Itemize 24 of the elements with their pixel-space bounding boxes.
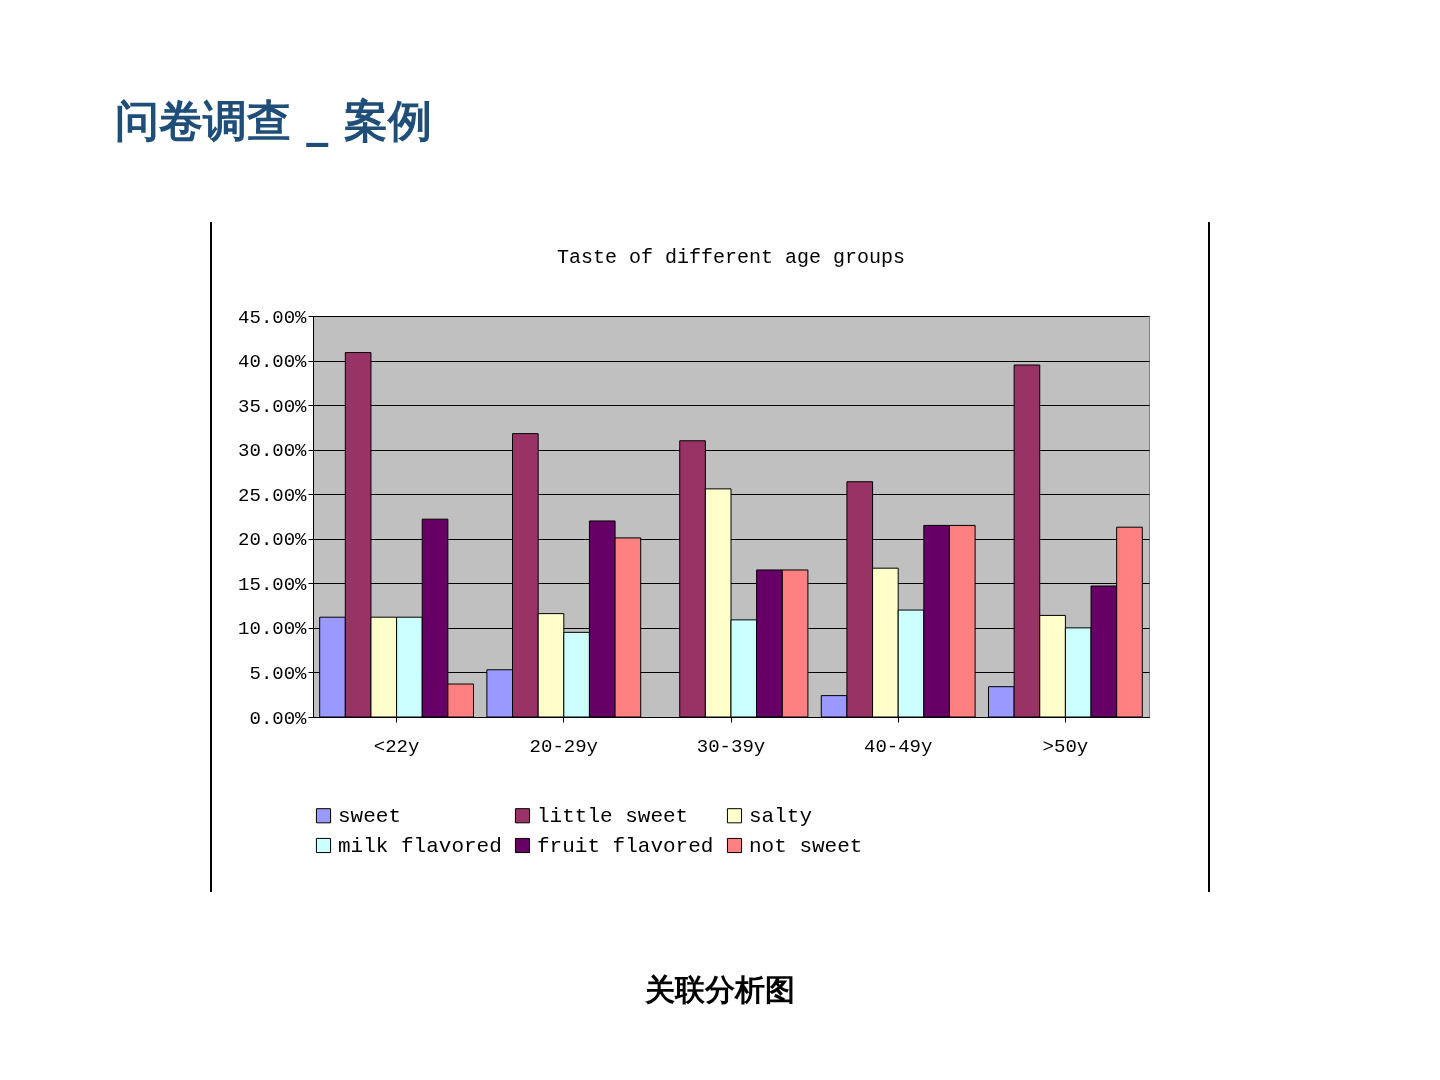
y-tick-label: 15.00% bbox=[238, 573, 308, 596]
x-tick-label: 40-49y bbox=[863, 735, 933, 758]
x-tick-label: 30-39y bbox=[696, 735, 766, 758]
legend-label: milk flavored bbox=[338, 834, 502, 858]
legend-label: fruit flavored bbox=[537, 834, 714, 858]
y-tick-label: 35.00% bbox=[238, 395, 308, 418]
y-tick-label: 30.00% bbox=[238, 440, 308, 463]
y-tick-label: 5.00% bbox=[249, 662, 308, 685]
x-tick-label: >50y bbox=[1042, 735, 1089, 758]
legend-label: not sweet bbox=[749, 834, 863, 858]
text: 关联分析图 bbox=[644, 971, 796, 1009]
legend-label: salty bbox=[749, 804, 813, 828]
y-tick-label: 45.00% bbox=[238, 306, 308, 329]
y-tick-label: 0.00% bbox=[249, 707, 308, 730]
y-tick-label: 25.00% bbox=[238, 484, 308, 507]
chart-subtitle: Taste of different age groups bbox=[556, 246, 906, 269]
y-tick-label: 40.00% bbox=[238, 351, 308, 374]
legend-label: little sweet bbox=[537, 804, 689, 828]
legend-label: sweet bbox=[338, 804, 402, 828]
x-tick-label: 20-29y bbox=[529, 735, 599, 758]
x-tick-label: <22y bbox=[373, 735, 420, 758]
chart-title: 问卷调查 _ 案例 bbox=[115, 94, 432, 149]
y-tick-label: 20.00% bbox=[238, 529, 308, 552]
y-tick-label: 10.00% bbox=[238, 618, 308, 641]
